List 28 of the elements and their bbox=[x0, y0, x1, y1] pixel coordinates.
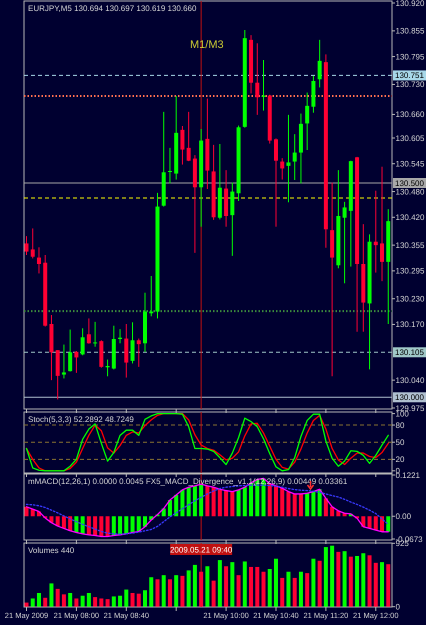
y-tick-label: 0.00 bbox=[396, 512, 412, 522]
y-tick-label: 130.420 bbox=[396, 213, 425, 222]
chart-title: Volumes 440 bbox=[28, 546, 75, 555]
y-tick-label: 80 bbox=[396, 420, 405, 430]
y-tick-label: 130.545 bbox=[396, 160, 425, 169]
chart-title: EURJPY,M5 130.694 130.697 130.619 130.660 bbox=[28, 4, 197, 13]
y-tick-label: 0 bbox=[396, 602, 400, 612]
y-tick-label: 130.660 bbox=[396, 110, 425, 120]
ref-line-label: 130.500 bbox=[395, 178, 424, 188]
y-tick-label: 130.795 bbox=[396, 52, 425, 62]
y-tick-label: 130.920 bbox=[396, 0, 425, 8]
ref-line-label: 130.105 bbox=[395, 348, 424, 358]
y-tick-label: 50 bbox=[396, 438, 405, 447]
y-tick-label: 130.605 bbox=[396, 134, 425, 143]
chart-title: Stoch(5,3,3) 52.2892 48.7249 bbox=[28, 415, 134, 424]
y-tick-label: 130.230 bbox=[396, 294, 425, 304]
y-tick-label: 130.730 bbox=[396, 80, 425, 90]
ref-line-label: 2009.05.21 09:40 bbox=[170, 545, 233, 554]
ref-line-label: 130.000 bbox=[395, 393, 424, 402]
y-tick-label: 130.295 bbox=[396, 266, 425, 276]
y-tick-label: 130.040 bbox=[396, 376, 425, 385]
y-tick-label: 130.855 bbox=[396, 26, 425, 36]
ref-line-label: 130.751 bbox=[395, 71, 424, 80]
y-tick-label: 130.170 bbox=[396, 320, 425, 330]
y-tick-label: 20 bbox=[396, 455, 405, 464]
y-tick-label: 129.975 bbox=[396, 404, 425, 413]
y-tick-label: 130.355 bbox=[396, 240, 425, 250]
y-tick-label: 130.480 bbox=[396, 187, 425, 196]
